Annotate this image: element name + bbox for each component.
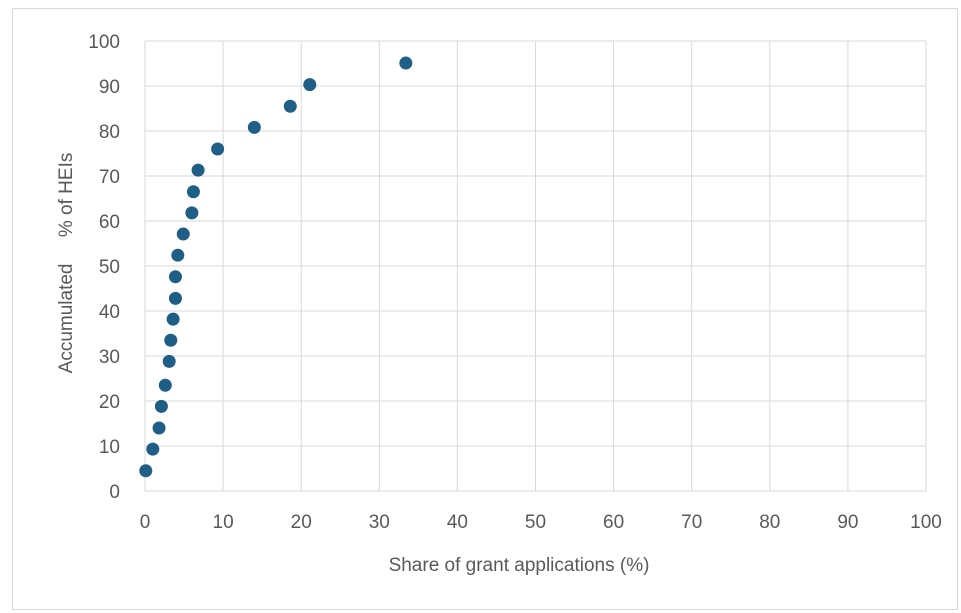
data-point [186, 185, 200, 199]
x-tick-label: 40 [447, 512, 468, 533]
y-axis-title: Accumulated % of HEIs [56, 153, 77, 374]
x-tick-label: 30 [369, 512, 390, 533]
x-axis-ticks: 0 10 20 30 40 50 60 70 80 90 100 [140, 512, 942, 533]
data-point [146, 442, 160, 456]
x-tick-label: 70 [681, 512, 702, 533]
x-tick-label: 50 [525, 512, 546, 533]
data-point [171, 248, 185, 262]
y-axis-ticks: 0 10 20 30 40 50 60 70 80 90 100 [88, 32, 120, 503]
chart-frame [12, 8, 958, 610]
x-tick-label: 60 [603, 512, 624, 533]
data-point [283, 99, 297, 113]
data-point [399, 56, 413, 70]
y-tick-label: 20 [99, 392, 120, 413]
data-points [139, 56, 413, 478]
data-point [211, 142, 225, 156]
data-point [166, 312, 180, 326]
y-tick-label: 90 [99, 77, 120, 98]
x-tick-label: 100 [910, 512, 942, 533]
y-tick-label: 100 [88, 32, 120, 53]
y-tick-label: 10 [99, 437, 120, 458]
gridlines [144, 40, 927, 492]
x-tick-label: 0 [140, 512, 151, 533]
x-tick-label: 10 [213, 512, 234, 533]
x-tick-label: 20 [291, 512, 312, 533]
data-point [191, 163, 205, 177]
data-point [139, 464, 153, 478]
y-tick-label: 50 [99, 257, 120, 278]
y-tick-label: 30 [99, 347, 120, 368]
data-point [247, 120, 261, 134]
data-point [154, 399, 168, 413]
y-tick-label: 80 [99, 122, 120, 143]
data-point [164, 333, 178, 347]
data-point [176, 227, 190, 241]
data-point [162, 354, 176, 368]
data-point [185, 206, 199, 220]
data-point [168, 270, 182, 284]
data-point [158, 378, 172, 392]
x-axis-title: Share of grant applications (%) [389, 555, 650, 576]
y-tick-label: 40 [99, 302, 120, 323]
data-point [168, 291, 182, 305]
y-tick-label: 0 [109, 482, 120, 503]
data-point [303, 78, 317, 92]
x-tick-label: 90 [837, 512, 858, 533]
x-tick-label: 80 [759, 512, 780, 533]
y-tick-label: 70 [99, 167, 120, 188]
data-point [152, 421, 166, 435]
y-tick-label: 60 [99, 212, 120, 233]
